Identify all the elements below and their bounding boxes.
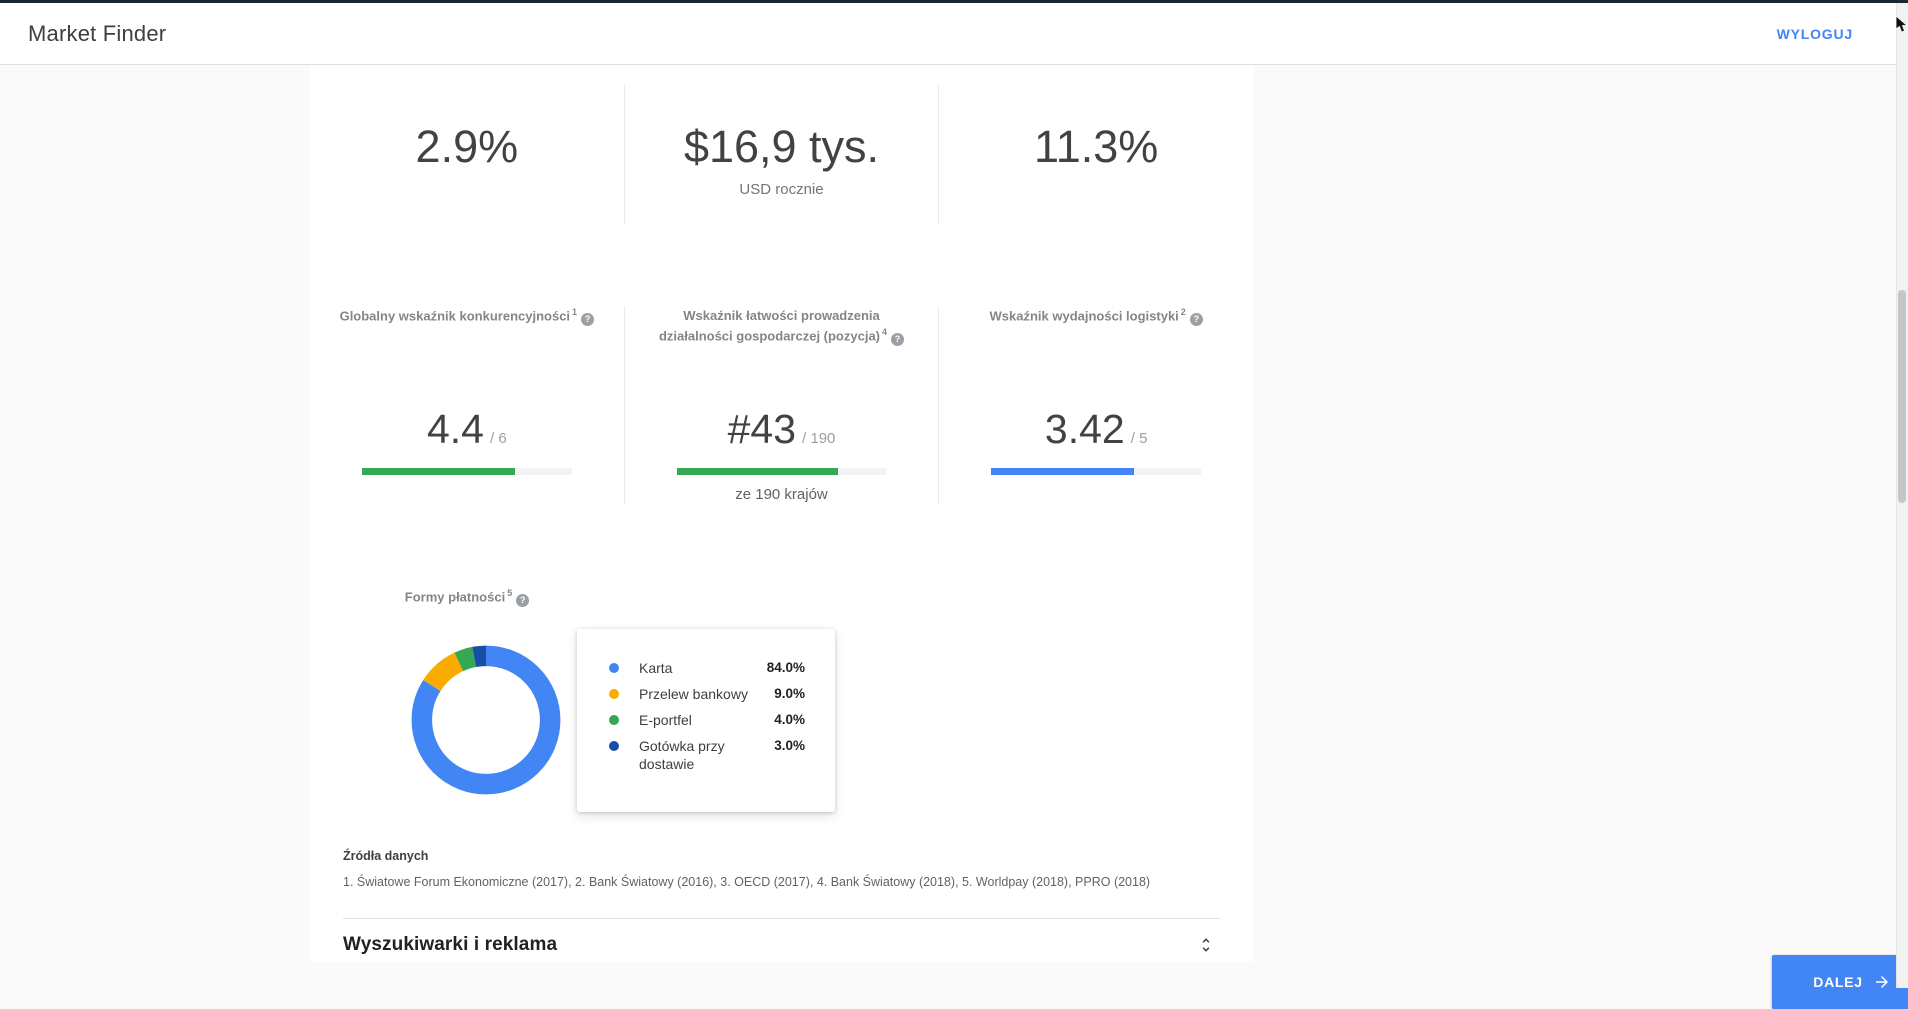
indicator-note bbox=[310, 486, 624, 504]
indicator-ease-of-business: Wskaźnik łatwości prowadzenia działalnoś… bbox=[623, 306, 939, 504]
legend-item: Gotówka przy dostawie 3.0% bbox=[607, 737, 805, 773]
data-sources: Źródła danych 1. Światowe Forum Ekonomic… bbox=[343, 849, 1223, 889]
divider bbox=[343, 918, 1220, 919]
window-top-edge bbox=[0, 0, 1908, 3]
indicator-label: Globalny wskaźnik konkurencyjności 1? bbox=[339, 306, 595, 350]
dalej-next-button[interactable]: DALEJ bbox=[1772, 955, 1908, 1009]
progress-bar bbox=[676, 468, 887, 475]
footnote-ref: 2 bbox=[1180, 307, 1186, 317]
indicator-value: 3.42/ 5 bbox=[1044, 406, 1148, 452]
legend-dot-eportfel bbox=[609, 715, 619, 725]
section-title: Wyszukiwarki i reklama bbox=[343, 934, 558, 955]
payment-methods-label: Formy płatności 5? bbox=[310, 588, 624, 608]
legend-label: Karta bbox=[639, 660, 673, 676]
legend-dot-karta bbox=[609, 663, 619, 673]
indicator-note bbox=[939, 486, 1253, 504]
indicator-label: Wskaźnik wydajności logistyki 2? bbox=[969, 306, 1224, 350]
progress-bar bbox=[361, 468, 572, 475]
stat-subtitle: USD rocznie bbox=[739, 181, 824, 198]
stat-value: 2.9% bbox=[415, 121, 519, 172]
indicator-denominator: / 5 bbox=[1130, 430, 1148, 447]
progress-bar-fill bbox=[991, 468, 1134, 475]
chart-legend-card: Karta 84.0% Przelew bankowy 9.0% E-portf… bbox=[577, 629, 835, 812]
legend-value: 3.0% bbox=[774, 738, 805, 753]
app-header: Market Finder WYLOGUJ bbox=[0, 3, 1908, 65]
progress-bar bbox=[991, 468, 1202, 475]
legend-item: Przelew bankowy 9.0% bbox=[607, 685, 805, 703]
stat-col-growth: 11.3% bbox=[938, 85, 1253, 225]
progress-bar-fill bbox=[361, 468, 516, 475]
market-overview-card: 2.9% $16,9 tys. USD rocznie 11.3% Global… bbox=[310, 66, 1253, 962]
legend-dot-gotowka bbox=[609, 741, 619, 751]
sources-title: Źródła danych bbox=[343, 849, 429, 863]
indicators-row: Globalny wskaźnik konkurencyjności 1? 4.4… bbox=[310, 298, 1253, 514]
section-header-search-ads[interactable]: Wyszukiwarki i reklama bbox=[343, 932, 1215, 958]
progress-bar-fill bbox=[676, 468, 839, 475]
arrow-forward-icon bbox=[1875, 976, 1888, 988]
legend-dot-przelew bbox=[609, 689, 619, 699]
indicator-value: 4.4/ 6 bbox=[426, 406, 507, 452]
help-icon[interactable]: ? bbox=[1189, 313, 1203, 327]
legend-item: Karta 84.0% bbox=[607, 659, 805, 677]
help-icon[interactable]: ? bbox=[891, 333, 905, 347]
mouse-cursor bbox=[1896, 16, 1908, 33]
stats-row: 2.9% $16,9 tys. USD rocznie 11.3% bbox=[310, 66, 1253, 250]
legend-item: E-portfel 4.0% bbox=[607, 711, 805, 729]
stat-col-income: $16,9 tys. USD rocznie bbox=[623, 85, 939, 225]
app-title: Market Finder bbox=[28, 20, 167, 46]
indicator-denominator: / 190 bbox=[802, 430, 836, 447]
help-icon[interactable]: ? bbox=[516, 594, 530, 608]
legend-label: Przelew bankowy bbox=[639, 686, 748, 702]
legend-label: Gotówka przy dostawie bbox=[639, 738, 725, 772]
indicator-label: Wskaźnik łatwości prowadzenia działalnoś… bbox=[654, 306, 909, 350]
sources-text: 1. Światowe Forum Ekonomiczne (2017), 2.… bbox=[343, 875, 1151, 889]
legend-value: 84.0% bbox=[766, 660, 805, 675]
indicator-denominator: / 6 bbox=[489, 430, 507, 447]
legend-value: 4.0% bbox=[774, 712, 805, 727]
logout-button[interactable]: WYLOGUJ bbox=[1776, 25, 1853, 42]
footnote-ref: 1 bbox=[572, 307, 578, 317]
unfold-more-icon[interactable] bbox=[1197, 936, 1215, 954]
payment-methods-donut-chart bbox=[409, 643, 563, 797]
next-button-label: DALEJ bbox=[1813, 974, 1863, 990]
indicator-note: ze 190 krajów bbox=[735, 486, 828, 503]
stat-value: $16,9 tys. bbox=[683, 121, 880, 172]
legend-value: 9.0% bbox=[774, 686, 805, 701]
indicator-value: #43/ 190 bbox=[727, 406, 836, 452]
indicator-competitiveness: Globalny wskaźnik konkurencyjności 1? 4.4… bbox=[310, 306, 624, 504]
help-icon[interactable]: ? bbox=[581, 313, 595, 327]
legend-label: E-portfel bbox=[639, 712, 692, 728]
indicator-logistics: Wskaźnik wydajności logistyki 2? 3.42/ 5 bbox=[938, 306, 1253, 504]
stat-value: 11.3% bbox=[1034, 121, 1159, 172]
vertical-scrollbar[interactable] bbox=[1896, 3, 1908, 988]
stat-col-import-share: 2.9% bbox=[310, 85, 624, 225]
footnote-ref: 5 bbox=[507, 588, 513, 598]
footnote-ref: 4 bbox=[882, 327, 888, 338]
scrollbar-thumb[interactable] bbox=[1898, 290, 1906, 503]
